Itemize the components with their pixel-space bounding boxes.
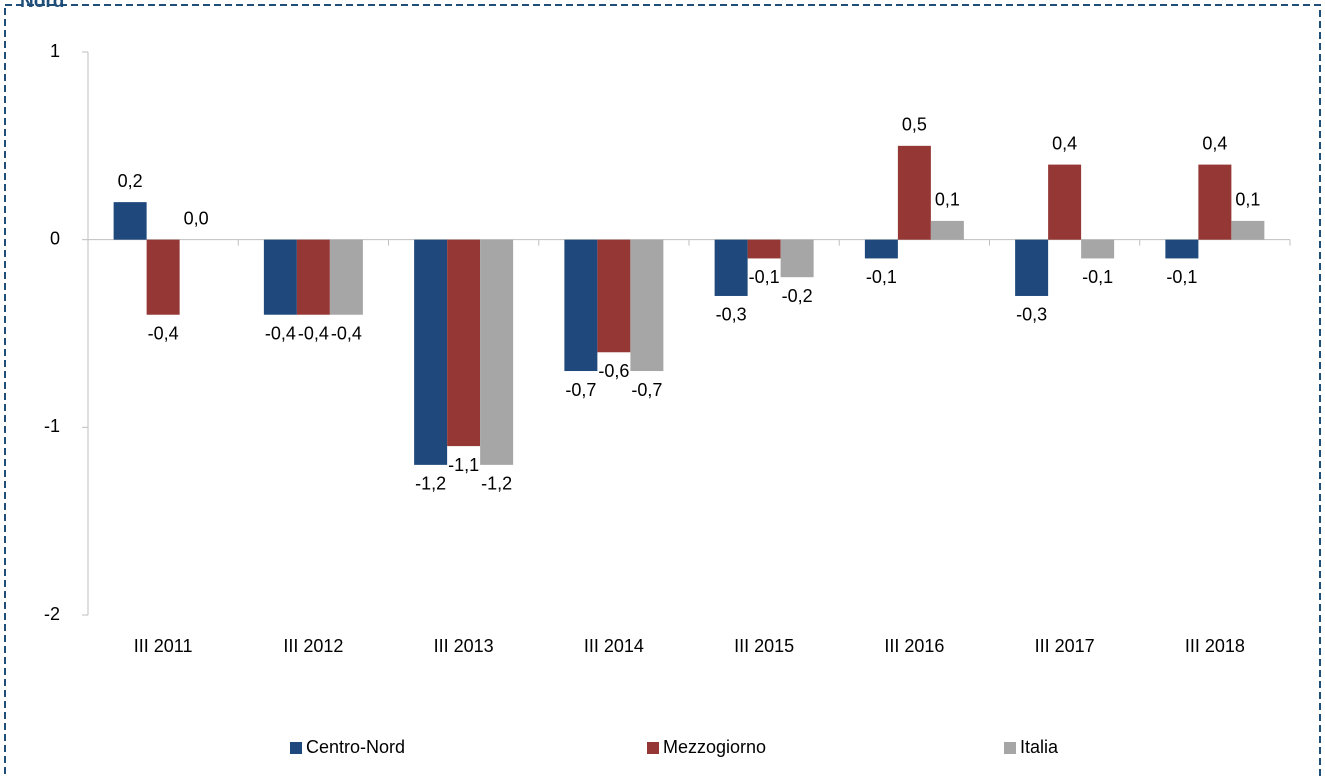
y-tick-label: -1	[44, 416, 60, 436]
bar	[263, 239, 297, 315]
legend-swatch	[1004, 742, 1016, 754]
value-label: -0,3	[1016, 305, 1047, 325]
y-tick-label: -2	[44, 604, 60, 624]
x-tick-label: III 2011	[134, 636, 193, 656]
value-label: 0,4	[1052, 133, 1077, 153]
x-tick-label: III 2017	[1035, 636, 1095, 656]
x-tick-label: III 2012	[283, 636, 343, 656]
value-label: -0,7	[631, 380, 662, 400]
x-tick-label: III 2015	[734, 636, 794, 656]
bar	[564, 239, 598, 372]
x-tick-label: III 2014	[584, 636, 644, 656]
x-tick-label: III 2013	[434, 636, 494, 656]
value-label: 0,4	[1202, 133, 1227, 153]
bar	[480, 239, 514, 465]
value-label: -0,7	[565, 380, 596, 400]
bar	[414, 239, 448, 465]
value-label: 0,5	[902, 115, 927, 135]
value-label: -0,2	[782, 286, 813, 306]
bar	[113, 202, 147, 240]
bar	[1081, 239, 1115, 259]
y-tick-label: 0	[50, 228, 60, 248]
value-label: 0,2	[118, 171, 143, 191]
value-label: 0,0	[184, 208, 209, 228]
value-label: -0,4	[331, 323, 362, 343]
value-label: 0,1	[935, 190, 960, 210]
bar	[1165, 239, 1199, 259]
bar	[1015, 239, 1049, 296]
value-label: -0,6	[598, 361, 629, 381]
frame	[4, 4, 1321, 776]
value-label: -0,4	[298, 323, 329, 343]
bar	[146, 239, 180, 315]
x-tick-label: III 2018	[1185, 636, 1245, 656]
value-label: -0,3	[716, 305, 747, 325]
legend-swatch	[647, 742, 659, 754]
y-tick-label: 1	[50, 41, 60, 61]
value-label: -0,4	[265, 323, 296, 343]
bar	[747, 239, 781, 259]
bar	[597, 239, 631, 353]
chart-title: Nord	[20, 0, 64, 12]
value-label: -1,2	[481, 474, 512, 494]
legend-label: Centro-Nord	[306, 737, 405, 757]
bar	[714, 239, 748, 296]
bar	[296, 239, 330, 315]
bar	[780, 239, 814, 278]
bar	[630, 239, 664, 372]
bar	[930, 220, 964, 240]
legend-label: Mezzogiorno	[663, 737, 766, 757]
bar	[897, 145, 931, 240]
legend-swatch	[290, 742, 302, 754]
bar	[1198, 164, 1232, 240]
bar	[329, 239, 363, 315]
value-label: 0,1	[1235, 190, 1260, 210]
value-label: -0,1	[1166, 267, 1197, 287]
x-tick-label: III 2016	[884, 636, 944, 656]
value-label: -1,2	[415, 474, 446, 494]
value-label: -1,1	[448, 455, 479, 475]
legend-label: Italia	[1020, 737, 1059, 757]
bar	[864, 239, 898, 259]
bar	[1231, 220, 1265, 240]
value-label: -0,1	[749, 267, 780, 287]
value-label: -0,1	[1082, 267, 1113, 287]
value-label: -0,1	[866, 267, 897, 287]
value-label: -0,4	[148, 323, 179, 343]
bar	[1048, 164, 1082, 240]
bar	[447, 239, 481, 447]
